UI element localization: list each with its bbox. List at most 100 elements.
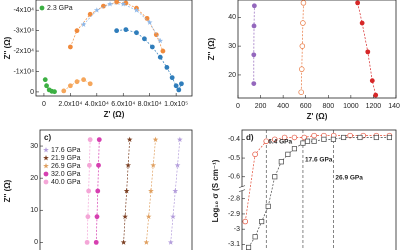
point: [304, 138, 311, 144]
point: [126, 136, 133, 143]
point: [84, 239, 90, 245]
point: [347, 132, 353, 139]
y-tick-label: -2.8: [228, 196, 240, 203]
annotation: 6.4 GPa: [268, 139, 292, 146]
point: [321, 136, 327, 142]
point: [157, 54, 163, 60]
x-tick-label: 6.0x10⁴: [111, 101, 135, 108]
point: [74, 79, 80, 85]
point: [80, 21, 87, 27]
axis-break-mark: [238, 189, 246, 192]
point: [176, 87, 182, 93]
y-tick-label: -2x10⁴: [13, 48, 34, 55]
y-axis-title: Log₁₀ σ (S cm⁻¹): [211, 159, 220, 222]
point: [330, 136, 336, 142]
point: [299, 66, 305, 72]
plot-frame: [35, 0, 193, 97]
legend-marker: [39, 5, 45, 11]
point: [52, 89, 57, 95]
series-line: [146, 139, 156, 243]
point: [114, 28, 120, 34]
point: [157, 37, 164, 44]
legend-item: 17.6 GPa: [43, 147, 81, 154]
point: [144, 15, 150, 21]
series-line: [116, 29, 182, 91]
point: [160, 48, 166, 54]
point: [120, 1, 127, 7]
series-line: [123, 139, 131, 243]
y-tick-label: 10: [30, 207, 38, 214]
y-tick-label: -3x10⁴: [13, 27, 34, 34]
point: [87, 11, 93, 17]
point: [93, 7, 100, 13]
point: [133, 7, 140, 13]
point: [149, 44, 155, 50]
legend-label: 17.6 GPa: [51, 147, 81, 154]
point: [142, 36, 147, 42]
point: [341, 134, 347, 141]
x-axis-title: Z' (Ω): [307, 112, 328, 121]
plot-area: [42, 0, 184, 95]
legend-label: 2.3 GPa: [47, 5, 73, 12]
point: [285, 151, 291, 157]
y-axis-title: Z'' (Ω): [3, 36, 12, 59]
point: [122, 213, 128, 220]
point: [369, 78, 375, 84]
y-tick-label: 20: [30, 175, 38, 182]
point: [373, 134, 379, 141]
y-tick-label: -2.9: [228, 211, 240, 218]
point: [373, 92, 379, 98]
x-tick-label: 1400: [388, 103, 400, 110]
y-tick-label: 40: [228, 14, 236, 21]
legend-label: 40.0 GPa: [51, 179, 81, 186]
point: [357, 134, 363, 141]
point: [172, 188, 179, 194]
y-tick-label: -3: [234, 226, 240, 233]
y-tick-label: -4x10⁴: [13, 7, 34, 14]
panel-label: c): [44, 133, 51, 142]
legend-item: 40.0 GPa: [43, 179, 81, 186]
point: [67, 44, 73, 50]
point: [251, 81, 257, 86]
point: [61, 88, 67, 94]
legend-item: 26.9 GPa: [43, 163, 81, 170]
point: [265, 203, 271, 209]
point: [311, 132, 317, 139]
point: [281, 134, 288, 141]
legend-marker: [43, 155, 49, 161]
point: [179, 81, 184, 87]
series-line: [170, 139, 181, 243]
legend-item: 2.3 GPa: [39, 5, 73, 12]
point: [123, 188, 130, 194]
plot-area: [84, 136, 183, 245]
plot-area: [251, 0, 379, 98]
legend-marker: [43, 147, 49, 153]
point: [85, 214, 91, 220]
point: [42, 77, 48, 83]
x-tick-label: 1200: [366, 103, 382, 110]
point: [252, 151, 258, 158]
point: [87, 137, 93, 143]
y-tick-label: -0.5: [228, 155, 240, 162]
point: [93, 239, 99, 245]
point: [386, 134, 392, 141]
point: [143, 239, 150, 245]
point: [300, 20, 306, 26]
point: [291, 134, 298, 141]
legend-item: 21.9 GPa: [43, 155, 81, 162]
point: [94, 214, 100, 220]
series-line: [253, 5, 255, 84]
point: [170, 213, 176, 220]
point: [125, 162, 132, 168]
x-tick-label: 1000: [343, 103, 359, 110]
point: [263, 138, 269, 144]
x-tick-label: 0: [236, 103, 240, 110]
point: [86, 188, 92, 194]
y-axis-title: Z'' (Ω): [207, 37, 216, 60]
legend-item: 32.0 GPa: [43, 171, 81, 178]
point: [134, 30, 139, 36]
point: [251, 23, 257, 29]
x-tick-label: 8.0x10⁴: [138, 101, 162, 108]
point: [355, 0, 361, 6]
